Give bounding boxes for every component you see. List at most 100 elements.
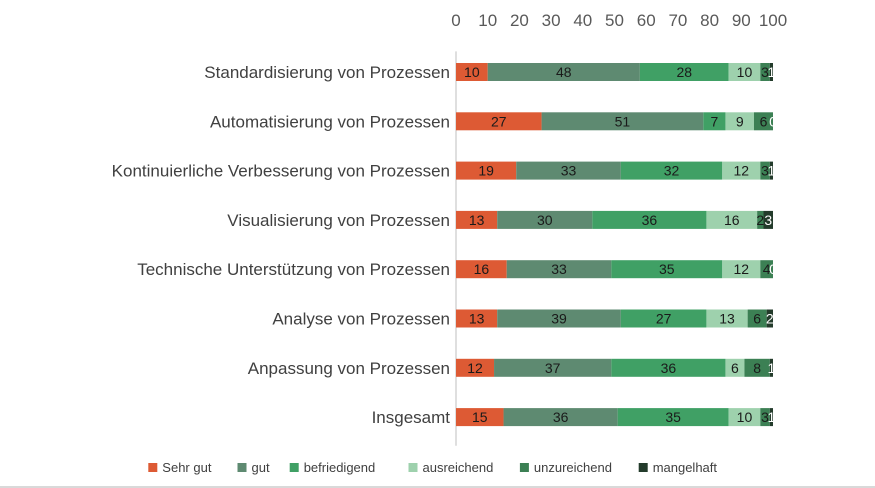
data-label: 12	[734, 261, 750, 277]
bar-segment	[760, 408, 770, 427]
category-label: Standardisierung von Prozessen	[204, 63, 450, 82]
data-label: 4	[763, 261, 771, 277]
bar-segment	[456, 260, 507, 279]
bar-segment	[639, 63, 729, 81]
data-label: 16	[474, 261, 490, 277]
data-label: 28	[676, 64, 692, 80]
category-labels: Standardisierung von Prozessen Automatisi…	[112, 63, 451, 427]
bar-segment	[725, 112, 754, 131]
bar-segment	[706, 309, 748, 328]
bar-segment	[763, 210, 773, 229]
bar-segment	[747, 309, 767, 328]
data-label: 27	[656, 311, 672, 327]
bar-segment	[541, 112, 704, 131]
data-label: 35	[665, 409, 681, 425]
bar-segment	[703, 112, 726, 131]
bar-segment	[456, 161, 517, 180]
data-label: 37	[545, 360, 561, 376]
bar-segment	[617, 408, 729, 427]
x-tick-label: 0	[451, 11, 460, 30]
bar-segment	[760, 161, 770, 180]
bar-segment	[506, 260, 612, 279]
x-axis-ticks: 0 10 20 30 40 50 60 70 80 90 100	[451, 11, 787, 30]
legend-label: Sehr gut	[162, 460, 212, 475]
data-label: 36	[642, 212, 658, 228]
data-label: 10	[464, 64, 480, 80]
data-label: 19	[478, 163, 494, 179]
data-label: 10	[737, 409, 753, 425]
x-tick-label: 50	[605, 11, 624, 30]
bottom-divider	[0, 486, 875, 488]
bar-segment	[456, 408, 504, 427]
bar-segment	[744, 358, 770, 377]
bar-segment	[620, 309, 707, 328]
bar-segment	[769, 358, 773, 377]
data-label: 30	[537, 212, 553, 228]
bar-segment	[769, 161, 773, 180]
bar-segment	[753, 112, 773, 131]
data-label: 2	[766, 311, 774, 327]
data-label: 6	[753, 311, 761, 327]
legend-swatch	[237, 463, 247, 472]
category-label: Technische Unterstützung von Prozessen	[137, 260, 450, 279]
bar-segment	[760, 260, 773, 279]
data-label: 48	[556, 64, 572, 80]
category-label: Visualisierung von Prozessen	[227, 211, 450, 230]
data-label: 13	[469, 212, 485, 228]
x-tick-label: 90	[732, 11, 751, 30]
data-label: 3	[761, 409, 769, 425]
data-label: 16	[724, 212, 740, 228]
bar-segment	[497, 210, 593, 229]
data-label: 33	[551, 261, 567, 277]
data-label: 35	[659, 261, 675, 277]
x-tick-label: 60	[637, 11, 656, 30]
legend-label: mangelhaft	[653, 460, 718, 475]
data-label: 13	[719, 311, 735, 327]
bar-segment	[728, 408, 761, 427]
data-label: 33	[561, 163, 577, 179]
data-label: 51	[615, 113, 631, 129]
bar-segment	[722, 161, 761, 180]
bar-segment	[611, 358, 726, 377]
x-tick-label: 100	[759, 11, 787, 30]
bar-segment	[516, 161, 621, 180]
data-label: 1	[768, 409, 776, 425]
data-label: 36	[553, 409, 569, 425]
data-label: 2	[756, 212, 764, 228]
x-tick-label: 30	[542, 11, 561, 30]
category-label: Insgesamt	[372, 408, 451, 427]
data-label: 1	[768, 360, 776, 376]
category-label: Anpassung von Prozessen	[248, 359, 450, 378]
data-label: 1	[768, 163, 776, 179]
data-label: 7	[710, 113, 718, 129]
data-label: 3	[764, 212, 772, 228]
bar-segment	[611, 260, 723, 279]
data-label: 0	[769, 113, 777, 129]
data-label: 13	[469, 311, 485, 327]
bar-segment	[487, 63, 640, 81]
x-tick-label: 40	[573, 11, 592, 30]
bar-segment	[456, 63, 488, 81]
category-label: Kontinuierliche Verbesserung von Prozess…	[112, 162, 450, 181]
bar-segment	[503, 408, 618, 427]
data-label: 15	[472, 409, 488, 425]
bar-segment	[620, 161, 723, 180]
legend-label: befriedigend	[304, 460, 376, 475]
legend-swatch	[408, 463, 418, 472]
bar-segment	[497, 309, 621, 328]
legend: Sehr gut gut befriedigend ausreichend unzure…	[148, 460, 717, 475]
data-label: 1	[768, 64, 776, 80]
bar-segment	[494, 358, 612, 377]
data-label: 8	[753, 360, 761, 376]
data-label: 12	[467, 360, 483, 376]
bar-segment	[456, 309, 498, 328]
x-tick-label: 20	[510, 11, 529, 30]
bar-segment	[722, 260, 761, 279]
data-label: 6	[731, 360, 739, 376]
category-label: Automatisierung von Prozessen	[210, 112, 450, 131]
legend-label: ausreichend	[423, 460, 494, 475]
data-label: 3	[761, 163, 769, 179]
legend-label: unzureichend	[534, 460, 612, 475]
